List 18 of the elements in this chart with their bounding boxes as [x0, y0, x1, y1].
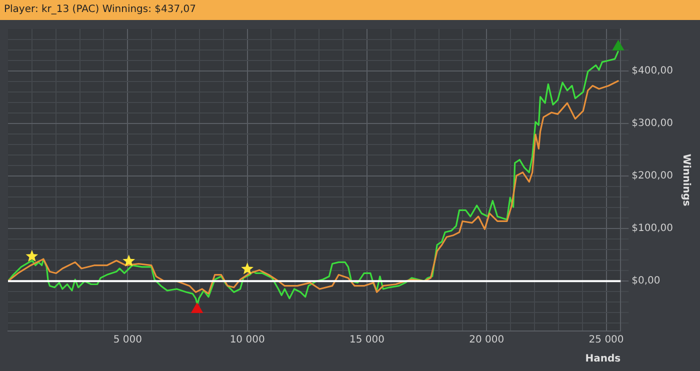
x-tick-label: 25 000 [588, 334, 624, 346]
point [26, 250, 38, 262]
y-tick-label: $0,00 [632, 276, 660, 287]
point [122, 254, 136, 266]
y-tick-label: $400,00 [632, 66, 674, 77]
x-tick-label: 15 000 [349, 334, 384, 346]
x-axis-title: Hands [585, 354, 621, 365]
point [612, 40, 624, 50]
y-tick-label: $300,00 [632, 118, 674, 130]
point [241, 262, 254, 274]
x-tick-label: 10 000 [230, 334, 265, 346]
y-tick-label: $200,00 [632, 170, 674, 182]
x-tick-label: 5 000 [113, 334, 142, 346]
x-tick-label: 20 000 [469, 334, 504, 346]
y-tick-label: $100,00 [632, 223, 674, 234]
y-axis-title: Winnings [680, 154, 692, 206]
point [191, 302, 203, 313]
chart-title: Player: kr_13 (PAC) Winnings: $437,07 [0, 0, 700, 20]
